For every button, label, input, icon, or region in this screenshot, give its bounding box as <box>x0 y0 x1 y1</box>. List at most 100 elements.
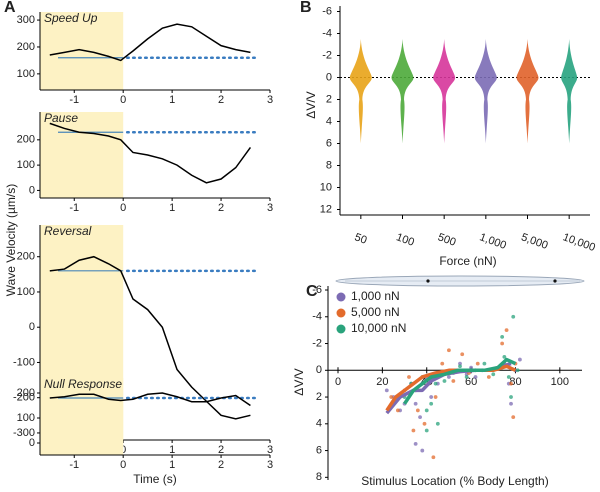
legend-marker <box>336 324 346 334</box>
y-tick-label: 100 <box>17 286 35 298</box>
x-tick-label: 1,000 <box>478 231 508 252</box>
scatter-point <box>500 334 505 339</box>
line-panel: 0 100 200 -1 0 1 2 3 Null Response Time (s) <box>17 377 273 486</box>
y-tick-label: 4 <box>326 115 332 127</box>
scatter-point <box>442 379 447 383</box>
stimulus-shade <box>40 12 124 90</box>
x-tick-label: -1 <box>69 202 79 214</box>
y-tick-label: 4 <box>316 418 322 430</box>
y-tick-label: -2 <box>322 49 332 61</box>
x-tick-label: 0 <box>120 459 126 471</box>
violin-panel: -6 -4 -2 0 2 4 6 8 10 12 50 100 500 1,000 5,000 10,000 B… <box>300 0 597 268</box>
scatter-point <box>509 381 513 386</box>
scatter-point <box>511 415 516 420</box>
scatter-point <box>447 348 451 353</box>
x-tick-label: 3 <box>267 444 273 456</box>
panel-label: A <box>4 0 16 16</box>
y-tick-label: -4 <box>322 27 332 39</box>
violin <box>433 39 456 144</box>
violin <box>516 39 539 144</box>
y-tick-label: 200 <box>17 41 35 53</box>
trend-line <box>403 357 517 405</box>
x-tick-label: 80 <box>509 376 521 388</box>
scatter-point <box>424 428 429 433</box>
scatter-point <box>458 364 462 369</box>
panel-title: Pause <box>44 111 78 125</box>
scatter-point <box>420 448 425 453</box>
x-tick-label: 50 <box>353 231 369 246</box>
x-tick-label: 1 <box>169 94 175 106</box>
scatter-point <box>431 455 436 460</box>
panel-label: C <box>306 283 318 300</box>
y-tick-label: -300 <box>13 427 35 439</box>
panel-label: B <box>300 0 312 16</box>
scatter-point <box>473 375 478 379</box>
legend-label: 1,000 nN <box>351 289 400 303</box>
y-tick-label: -6 <box>322 5 332 17</box>
x-tick-label: 3 <box>267 94 273 106</box>
x-tick-label: 2 <box>218 444 224 456</box>
scatter-point <box>413 401 418 406</box>
scatter-point <box>509 401 513 406</box>
x-tick-label: 100 <box>551 376 569 388</box>
scatter-point <box>433 395 438 399</box>
scatter-point <box>460 352 465 357</box>
scatter-point <box>447 375 451 379</box>
scatter-point <box>429 401 434 406</box>
y-tick-label: 12 <box>320 203 332 215</box>
y-tick-label: -6 <box>312 284 322 296</box>
velocity-line <box>49 122 252 184</box>
y-tick-label: 0 <box>316 364 322 376</box>
scatter-point <box>475 361 480 366</box>
panel-title: Speed Up <box>44 11 98 25</box>
scatter-point <box>429 395 434 399</box>
worm-diagram <box>335 275 585 287</box>
x-tick-label: 0 <box>120 94 126 106</box>
scatter-point <box>502 355 507 359</box>
y-tick-label: 8 <box>326 159 332 171</box>
panel-title: Null Response <box>44 377 122 391</box>
y-tick-label: 8 <box>316 471 322 483</box>
y-tick-label: 0 <box>29 321 35 333</box>
y-tick-label: 6 <box>316 444 322 456</box>
x-axis-label: Stimulus Location (% Body Length) <box>361 474 548 488</box>
y-tick-label: 100 <box>17 412 35 424</box>
scatter-point <box>517 357 522 362</box>
legend-marker <box>336 292 346 302</box>
x-tick-label: 1 <box>169 202 175 214</box>
x-tick-label: 3 <box>267 459 273 471</box>
x-tick-label: 60 <box>465 376 477 388</box>
scatter-point <box>418 415 422 420</box>
scatter-point <box>407 375 411 379</box>
x-axis-label: Time (s) <box>133 472 177 486</box>
y-tick-label: -100 <box>13 356 35 368</box>
x-tick-label: 1 <box>169 459 175 471</box>
velocity-line <box>49 392 251 407</box>
panel-title: Reversal <box>44 224 92 238</box>
scatter-point <box>451 379 456 383</box>
x-tick-label: 2 <box>218 94 224 106</box>
scatter-point <box>458 361 462 366</box>
scatter-point <box>422 421 427 426</box>
scatter-point <box>482 361 487 366</box>
y-tick-label: 0 <box>326 71 332 83</box>
scatter-point <box>509 395 513 399</box>
y-tick-label: 100 <box>17 68 35 80</box>
y-axis-label: ΔV/V <box>304 91 318 118</box>
violin <box>561 39 578 144</box>
y-tick-label: -200 <box>13 392 35 404</box>
x-tick-label: 10,000 <box>561 231 597 254</box>
scatter-point <box>389 395 394 399</box>
velocity-line <box>49 23 251 62</box>
y-axis-label: ΔV/V <box>292 368 306 395</box>
scatter-point <box>491 372 496 377</box>
x-tick-label: 3 <box>267 202 273 214</box>
y-tick-label: 6 <box>326 137 332 149</box>
scatter-point <box>413 441 418 446</box>
scatter-point <box>506 375 511 379</box>
scatter-point <box>504 328 509 333</box>
stimulus-shade <box>40 112 124 198</box>
scatter-point <box>440 361 445 366</box>
